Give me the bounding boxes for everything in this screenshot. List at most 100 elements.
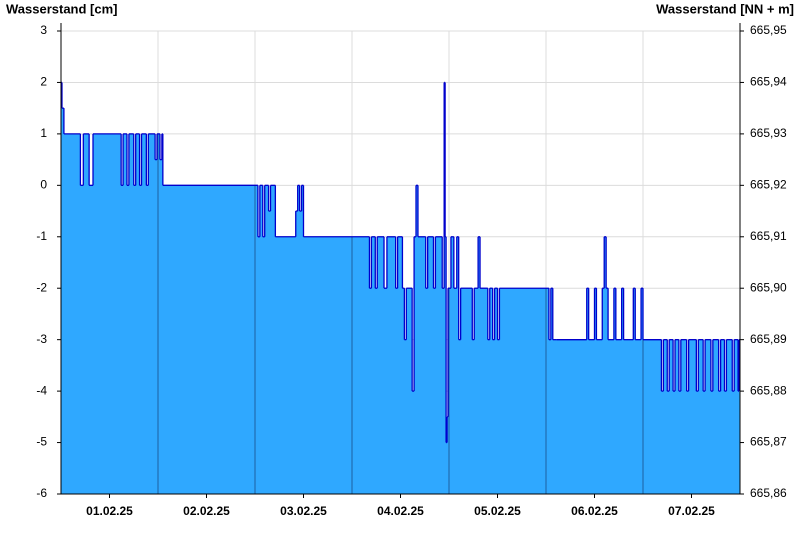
area-segment <box>588 339 595 494</box>
area-segment <box>596 339 603 494</box>
area-segment <box>139 185 142 495</box>
area-segment <box>295 211 299 495</box>
y2-tick-label: 665,94 <box>750 75 787 89</box>
y2-tick-label: 665,86 <box>750 486 787 500</box>
area-segment <box>262 236 266 494</box>
area-segment <box>633 288 636 494</box>
area-segment <box>414 236 417 494</box>
y2-axis-title: Wasserstand [NN + m] <box>656 1 794 16</box>
area-segment <box>135 133 140 494</box>
area-segment <box>678 391 682 494</box>
area-segment <box>718 391 721 494</box>
area-segment <box>474 288 479 494</box>
area-segment <box>417 236 427 494</box>
area-segment <box>621 288 624 494</box>
area-segment <box>487 339 491 494</box>
area-segment <box>663 339 668 494</box>
area-segment <box>427 236 434 494</box>
y-tick-label: 1 <box>40 126 47 140</box>
area-segment <box>586 288 590 494</box>
area-segment <box>613 288 617 494</box>
area-segment <box>661 391 664 494</box>
area-segment <box>606 288 609 494</box>
y-tick-label: 0 <box>40 178 47 192</box>
area-segment <box>264 185 269 495</box>
area-segment <box>712 339 720 494</box>
area-segment <box>377 236 385 494</box>
area-segment <box>275 236 297 494</box>
area-segment <box>123 133 128 494</box>
area-segment <box>425 288 429 494</box>
area-segment <box>369 288 372 494</box>
area-segment <box>259 185 264 495</box>
area-segment <box>257 236 261 494</box>
area-segment <box>159 159 163 494</box>
area-segment <box>121 185 124 495</box>
area-segment <box>397 236 403 494</box>
y2-tick-label: 665,92 <box>750 178 787 192</box>
area-segment <box>703 391 706 494</box>
area-segment <box>395 288 398 494</box>
area-segment <box>453 288 458 494</box>
y-tick-label: 3 <box>40 23 47 37</box>
area-segment <box>412 391 415 494</box>
area-segment <box>63 133 81 494</box>
area-segment <box>446 442 448 494</box>
area-segment <box>404 339 407 494</box>
area-segment <box>669 339 674 494</box>
area-segment <box>550 288 554 494</box>
area-segment <box>497 339 500 494</box>
area-segment <box>141 133 147 494</box>
area-segment <box>499 288 550 494</box>
area-segment <box>608 339 615 494</box>
area-segment <box>93 133 122 494</box>
area-segment <box>705 339 712 494</box>
area-segment <box>447 416 449 494</box>
area-segment <box>297 185 301 495</box>
area-segment <box>458 339 462 494</box>
area-segment <box>724 391 727 494</box>
area-segment <box>406 288 413 494</box>
area-segment <box>148 133 156 494</box>
area-segment <box>301 185 304 495</box>
area-segment <box>371 236 376 494</box>
x-tick-label: 01.02.25 <box>86 504 133 518</box>
area-segment <box>299 211 302 495</box>
area-segment <box>710 391 714 494</box>
x-tick-label: 05.02.25 <box>474 504 521 518</box>
area-segment <box>162 185 259 495</box>
area-segment <box>673 391 676 494</box>
x-tick-label: 07.02.25 <box>668 504 715 518</box>
x-tick-label: 06.02.25 <box>571 504 618 518</box>
area-segment <box>448 288 452 494</box>
area-segment <box>604 236 607 494</box>
area-segment <box>556 339 588 494</box>
area-segment <box>489 288 494 494</box>
area-segment <box>80 185 84 495</box>
y2-tick-label: 665,93 <box>750 126 787 140</box>
area-segment <box>126 185 130 495</box>
y-tick-label: 2 <box>40 75 47 89</box>
y2-tick-label: 665,90 <box>750 280 787 294</box>
area-segment <box>623 339 634 494</box>
y-tick-label: -2 <box>36 280 47 294</box>
area-segment <box>157 133 161 494</box>
y-tick-label: -5 <box>36 435 47 449</box>
area-segment <box>155 159 158 494</box>
x-tick-label: 03.02.25 <box>280 504 327 518</box>
area-segment <box>460 288 473 494</box>
area-segment <box>548 339 552 494</box>
area-segment <box>444 82 446 494</box>
area-segment <box>738 391 740 494</box>
area-segment <box>594 288 597 494</box>
y-tick-label: -4 <box>36 383 47 397</box>
y2-tick-label: 665,88 <box>750 383 787 397</box>
area-segment <box>698 339 704 494</box>
y2-tick-label: 665,95 <box>750 23 787 37</box>
area-segment <box>726 339 733 494</box>
area-segment <box>128 133 135 494</box>
area-segment <box>268 211 271 495</box>
area-segment <box>61 82 63 494</box>
area-segment <box>732 391 735 494</box>
area-segment <box>270 185 276 495</box>
